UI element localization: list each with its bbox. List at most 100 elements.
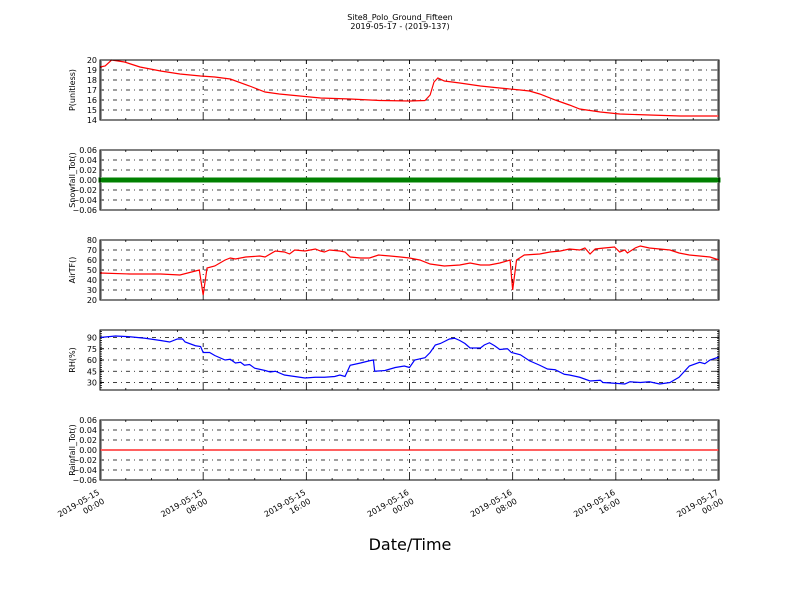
y-tick-label: 15	[87, 106, 97, 115]
x-tick-label: 2019-05-1700:00	[675, 488, 725, 528]
x-tick-label: 2019-05-1516:00	[263, 488, 313, 528]
data-marker	[485, 177, 489, 183]
axes-frame	[99, 239, 720, 301]
data-marker	[446, 177, 450, 183]
data-marker	[475, 177, 479, 183]
data-marker	[214, 177, 218, 183]
panel-snowfalltot: −0.06−0.04−0.020.000.020.040.06Snowfall_…	[68, 146, 721, 215]
data-marker	[301, 177, 305, 183]
x-tick-label: 2019-05-1508:00	[159, 488, 209, 528]
data-marker	[504, 177, 508, 183]
data-marker	[314, 177, 318, 183]
data-series-line	[99, 59, 719, 117]
data-marker	[133, 177, 137, 183]
y-tick-label: −0.06	[72, 206, 97, 215]
data-marker	[530, 177, 534, 183]
y-axis-label: P(unitless)	[68, 69, 77, 111]
data-marker	[707, 177, 711, 183]
data-marker	[140, 177, 144, 183]
data-marker	[117, 177, 121, 183]
data-marker	[166, 177, 170, 183]
data-marker	[643, 177, 647, 183]
y-tick-label: −0.02	[72, 186, 97, 195]
data-marker	[143, 177, 147, 183]
data-marker	[501, 177, 505, 183]
data-marker	[611, 177, 615, 183]
data-marker	[420, 177, 424, 183]
data-marker	[327, 177, 331, 183]
data-marker	[127, 177, 131, 183]
y-tick-label: 45	[87, 367, 97, 376]
data-marker	[607, 177, 611, 183]
data-marker	[356, 177, 360, 183]
axes-frame	[99, 329, 720, 391]
data-marker	[572, 177, 576, 183]
data-marker	[333, 177, 337, 183]
data-marker	[411, 177, 415, 183]
data-marker	[398, 177, 402, 183]
data-marker	[195, 177, 199, 183]
y-tick-label: 90	[87, 334, 97, 343]
y-tick-label: −0.06	[72, 476, 97, 485]
data-marker	[404, 177, 408, 183]
data-marker	[575, 177, 579, 183]
data-marker	[565, 177, 569, 183]
y-axis-label: RH(%)	[68, 347, 77, 372]
axes-frame	[99, 149, 720, 211]
data-marker	[685, 177, 689, 183]
y-tick-label: 0.06	[79, 146, 97, 155]
data-marker	[559, 177, 563, 183]
y-tick-label: 0.00	[79, 446, 97, 455]
data-marker	[517, 177, 521, 183]
data-marker	[188, 177, 192, 183]
data-marker	[169, 177, 173, 183]
y-tick-label: 0.06	[79, 416, 97, 425]
data-marker	[285, 177, 289, 183]
data-marker	[172, 177, 176, 183]
y-tick-label: 17	[87, 86, 97, 95]
data-marker	[546, 177, 550, 183]
data-marker	[162, 177, 166, 183]
y-tick-label: 20	[87, 56, 97, 65]
data-marker	[121, 177, 125, 183]
data-marker	[459, 177, 463, 183]
data-marker	[146, 177, 150, 183]
data-marker	[208, 177, 212, 183]
data-marker	[382, 177, 386, 183]
data-marker	[588, 177, 592, 183]
data-marker	[653, 177, 657, 183]
data-marker	[472, 177, 476, 183]
data-marker	[414, 177, 418, 183]
data-marker	[659, 177, 663, 183]
y-axis-label: Snowfall_Tot()	[68, 152, 77, 208]
data-marker	[656, 177, 660, 183]
data-marker	[540, 177, 544, 183]
data-marker	[159, 177, 163, 183]
y-tick-label: 60	[87, 356, 97, 365]
data-marker	[369, 177, 373, 183]
panel-rainfalltot: −0.06−0.04−0.020.000.020.040.06Rainfall_…	[68, 416, 720, 485]
data-marker	[324, 177, 328, 183]
data-marker	[627, 177, 631, 183]
y-tick-label: −0.04	[72, 196, 97, 205]
data-marker	[108, 177, 112, 183]
y-tick-label: 20	[87, 296, 97, 305]
data-marker	[275, 177, 279, 183]
data-marker	[375, 177, 379, 183]
data-marker	[691, 177, 695, 183]
data-marker	[711, 177, 715, 183]
data-marker	[640, 177, 644, 183]
data-marker	[646, 177, 650, 183]
data-marker	[682, 177, 686, 183]
data-marker	[507, 177, 511, 183]
data-marker	[185, 177, 189, 183]
y-tick-label: 50	[87, 266, 97, 275]
y-axis-label: Rainfall_Tot()	[68, 424, 77, 476]
data-marker	[191, 177, 195, 183]
data-marker	[179, 177, 183, 183]
y-tick-label: 14	[87, 116, 97, 125]
data-marker	[462, 177, 466, 183]
data-marker	[630, 177, 634, 183]
data-marker	[511, 177, 515, 183]
data-marker	[430, 177, 434, 183]
